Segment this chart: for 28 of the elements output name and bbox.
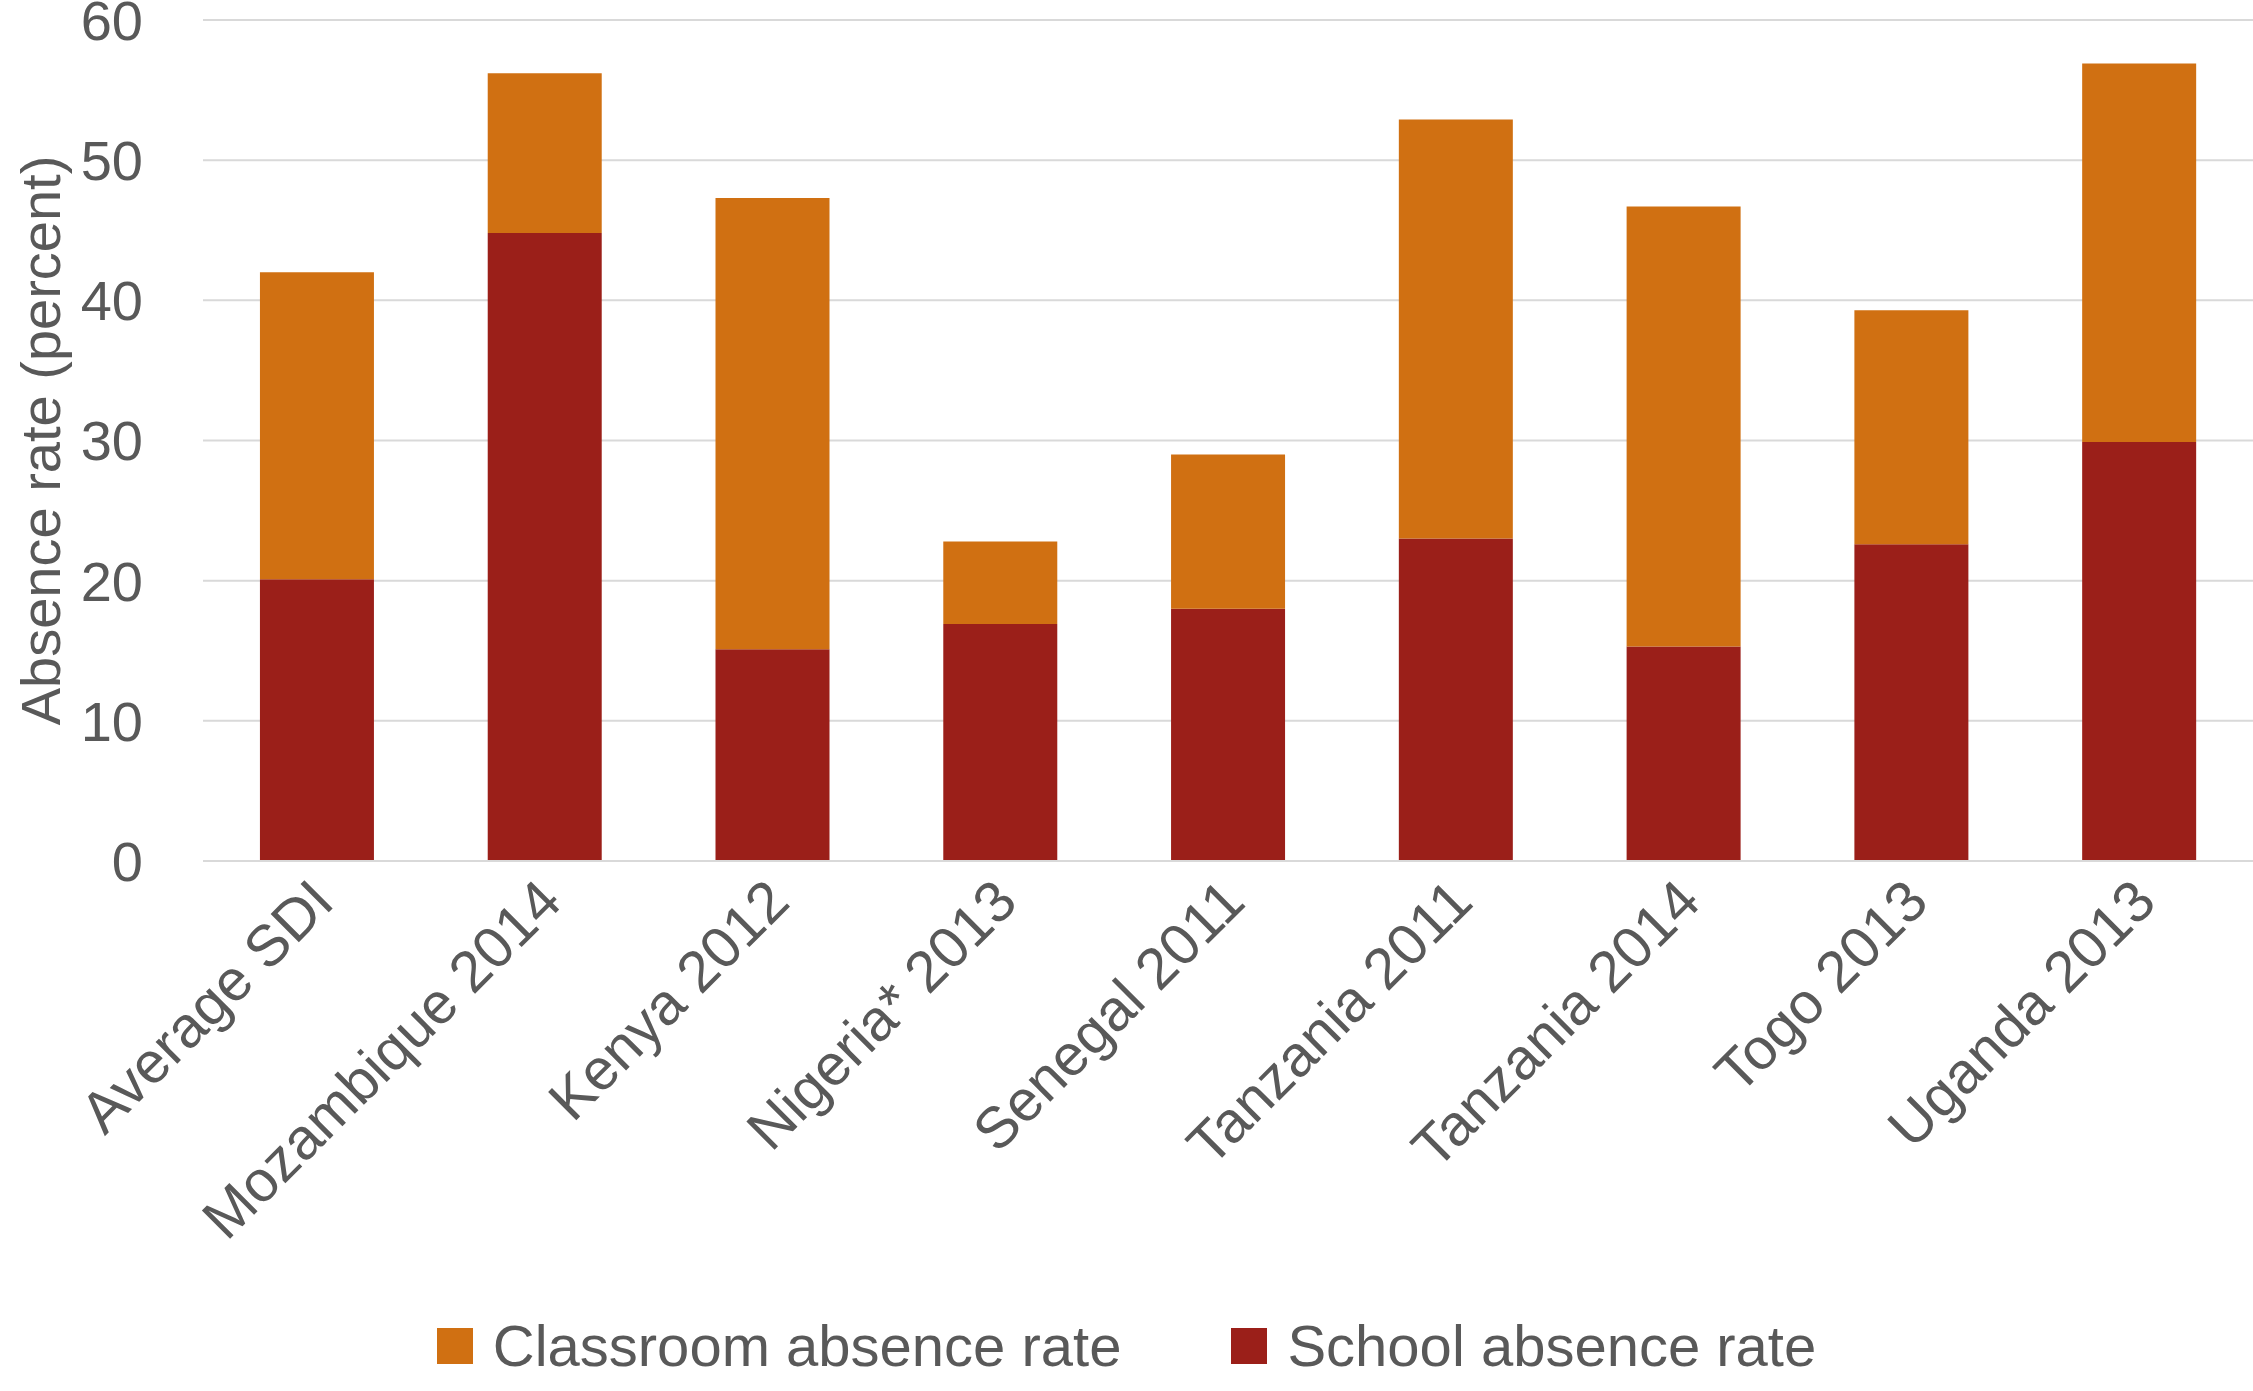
legend-label: School absence rate (1287, 1312, 1817, 1380)
bar (487, 73, 602, 234)
bar (943, 541, 1058, 625)
bar (487, 233, 602, 861)
y-tick-label: 60 (80, 0, 143, 52)
y-tick-label: 20 (80, 549, 143, 613)
bar (1626, 206, 1741, 647)
bar (943, 624, 1058, 861)
bar (2082, 441, 2197, 861)
y-tick-label: 50 (80, 129, 143, 193)
bar (715, 198, 830, 650)
y-axis-title: Absence rate (percent) (8, 155, 72, 726)
y-tick-label: 40 (80, 269, 143, 333)
bar (1171, 454, 1286, 609)
legend-label: Classroom absence rate (492, 1312, 1122, 1380)
bar (1398, 119, 1513, 539)
y-tick-label: 0 (111, 829, 143, 893)
bar (715, 649, 830, 861)
bar (1854, 310, 1969, 545)
bar (2082, 63, 2197, 442)
bar (259, 272, 374, 580)
bar (1626, 646, 1741, 861)
y-tick-label: 10 (80, 689, 143, 753)
bar (1398, 538, 1513, 861)
y-tick-label: 30 (80, 409, 143, 473)
bar (259, 579, 374, 861)
bar (1854, 544, 1969, 861)
bar (1171, 608, 1286, 861)
